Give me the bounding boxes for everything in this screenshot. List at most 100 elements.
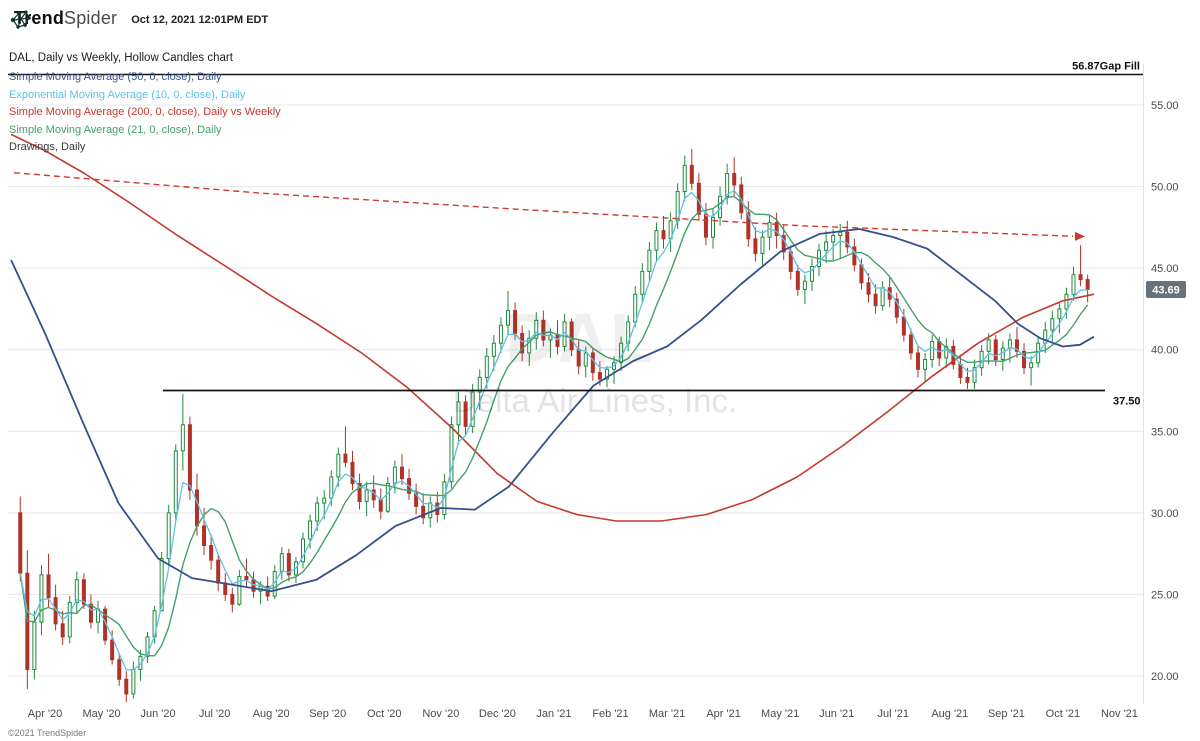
x-axis-label: Apr '20 <box>28 708 63 720</box>
candle-body <box>732 173 737 186</box>
candle-body <box>18 512 23 574</box>
candle-body <box>470 391 475 427</box>
candle-body <box>604 368 609 380</box>
candle-body <box>972 367 977 383</box>
candle-body <box>67 602 72 638</box>
candle-body <box>760 236 765 254</box>
candle-body <box>315 502 320 522</box>
copyright-note: ©2021 TrendSpider <box>8 728 87 738</box>
x-axis-label: Jun '20 <box>141 708 176 720</box>
candle-body <box>286 553 291 576</box>
candle-body <box>718 195 723 219</box>
candle-body <box>513 310 518 334</box>
candle-body <box>1071 274 1076 295</box>
x-axis-label: May '21 <box>761 708 799 720</box>
candle-body <box>647 249 652 272</box>
hline-label-37.5: 37.50 <box>1113 396 1141 408</box>
candle-body <box>484 355 489 378</box>
legend-item-sma50: Simple Moving Average (50, 0, close), Da… <box>9 71 222 83</box>
candle-body <box>32 621 37 670</box>
candle-body <box>194 489 199 527</box>
candle-body <box>654 230 659 251</box>
y-axis-label: 50.00 <box>1151 182 1179 194</box>
candle-body <box>421 505 426 519</box>
candle-body <box>979 350 984 369</box>
candle-body <box>1022 350 1027 369</box>
candle-body <box>873 293 878 307</box>
candle-body <box>244 575 249 581</box>
candle-body <box>498 324 503 344</box>
current-price-badge <box>1146 281 1186 299</box>
candle-body <box>322 497 327 504</box>
candle-body <box>908 334 913 354</box>
candle-body <box>279 553 284 573</box>
candle-body <box>308 520 313 540</box>
candle-body <box>60 623 65 638</box>
x-axis-label: Aug '20 <box>253 708 290 720</box>
candle-body <box>590 352 595 374</box>
candle-body <box>915 352 920 370</box>
candle-body <box>81 579 86 605</box>
candle-body <box>703 213 708 238</box>
x-axis-label: Oct '21 <box>1046 708 1081 720</box>
candle-body <box>809 266 814 282</box>
legend-item-sma200: Simple Moving Average (200, 0, close), D… <box>9 106 281 118</box>
candle-body <box>1014 339 1019 352</box>
x-axis-label: May '20 <box>82 708 120 720</box>
candle-body <box>145 636 150 657</box>
candle-body <box>357 482 362 502</box>
candle-body <box>39 574 44 623</box>
candle-body <box>477 376 482 393</box>
candle-body <box>1007 339 1012 349</box>
x-axis-label: Mar '21 <box>649 708 685 720</box>
candle-body <box>923 359 928 370</box>
candle-body <box>541 319 546 341</box>
candle-body <box>166 512 171 560</box>
candle-body <box>901 316 906 336</box>
legend-item-sma21: Simple Moving Average (21, 0, close), Da… <box>9 123 222 136</box>
candle-body <box>852 246 857 266</box>
candle-body <box>597 372 602 380</box>
header: TrendSpider Oct 12, 2021 12:01PM EDT <box>8 8 268 29</box>
candle-body <box>831 235 836 243</box>
candle-body <box>456 401 461 426</box>
candle-body <box>350 461 355 484</box>
candle-body <box>866 282 871 295</box>
legend-item-ema10: Exponential Moving Average (10, 0, close… <box>9 88 246 101</box>
candle-body <box>710 217 715 238</box>
watermark-company: Delta Air Lines, Inc. <box>452 382 738 419</box>
y-axis-label: 40.00 <box>1151 345 1179 357</box>
indicator-legend: Simple Moving Average (50, 0, close), Da… <box>9 69 281 157</box>
candle-body <box>689 164 694 184</box>
candle-body <box>463 401 468 427</box>
candle-body <box>230 593 235 605</box>
candle-body <box>1057 308 1062 320</box>
y-axis-label: 55.00 <box>1151 100 1179 112</box>
candle-body <box>180 424 185 452</box>
candle-body <box>520 332 525 354</box>
x-axis-label: Aug '21 <box>931 708 968 720</box>
x-axis-label: Jul '21 <box>878 708 909 720</box>
candle-body <box>583 352 588 367</box>
x-axis-label: Oct '20 <box>367 708 402 720</box>
candle-body <box>965 376 970 383</box>
candle-body <box>774 221 779 237</box>
candle-body <box>661 230 666 240</box>
candle-body <box>1078 274 1083 281</box>
candle-body <box>187 424 192 491</box>
candle-body <box>159 558 164 612</box>
sma21-line <box>19 195 1089 657</box>
sma200-line <box>10 133 1095 522</box>
x-axis-label: Sep '21 <box>988 708 1025 720</box>
candle-body <box>392 466 397 484</box>
candle-body <box>802 280 807 290</box>
x-axis-label: Nov '21 <box>1101 708 1138 720</box>
candle-body <box>46 574 51 599</box>
candle-body <box>74 579 79 604</box>
y-axis-label: 30.00 <box>1151 508 1179 520</box>
candle-body <box>449 424 454 483</box>
candle-body <box>124 678 129 695</box>
candle-body <box>216 559 221 584</box>
candle-body <box>958 363 963 378</box>
